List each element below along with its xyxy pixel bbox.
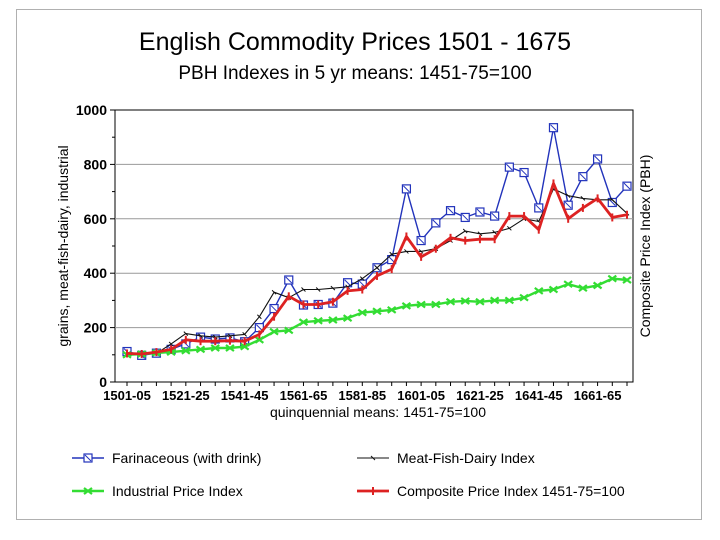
x-tick-label: 1521-25 [162,388,210,403]
y-axis-label: grains, meat-fish-dairy, industrial [55,145,71,346]
x-tick-label: 1641-45 [515,388,563,403]
legend-entry: Industrial Price Index [72,483,243,499]
x-tick-label: 1501-05 [103,388,151,403]
legend-label: Industrial Price Index [112,483,243,499]
legend-label: Composite Price Index 1451-75=100 [397,483,625,499]
y-axis-label-right: Composite Price Index (PBH) [637,155,653,338]
y-tick-label: 200 [84,320,108,336]
series-industrial-price-index [123,276,631,358]
y-tick-label: 600 [84,211,108,227]
x-tick-label: 1581-85 [338,388,386,403]
series-line [127,128,627,356]
x-tick-label: 1541-45 [221,388,269,403]
x-axis-label: quinquennial means: 1451-75=100 [270,404,486,420]
chart-subtitle: PBH Indexes in 5 yr means: 1451-75=100 [178,63,531,84]
x-tick-label: 1601-05 [397,388,445,403]
y-axis-ticks: 0 200 400 600 800 1000 [76,102,115,390]
legend-entry: Composite Price Index 1451-75=100 [357,483,625,499]
chart-title: English Commodity Prices 1501 - 1675 [139,28,571,56]
y-tick-label: 800 [84,156,108,172]
x-tick-label: 1661-65 [574,388,622,403]
legend-label: Meat-Fish-Dairy Index [397,450,535,466]
y-tick-label: 1000 [76,102,107,118]
legend-entry: Meat-Fish-Dairy Index [357,450,535,466]
y-tick-label: 400 [84,265,108,281]
legend-entry: Farinaceous (with drink) [72,450,261,466]
chart: English Commodity Prices 1501 - 1675 PBH… [0,0,720,540]
series-farinaceous-with-drink [123,124,631,360]
legend-label: Farinaceous (with drink) [112,450,261,466]
x-axis-ticks: 1501-05 1521-25 1541-45 1561-65 1581-85 1601-… [103,382,627,403]
x-tick-label: 1621-25 [456,388,504,403]
series-group [123,124,631,360]
x-tick-label: 1561-65 [280,388,328,403]
legend: Farinaceous (with drink) Meat-Fish-Dairy … [72,450,625,499]
